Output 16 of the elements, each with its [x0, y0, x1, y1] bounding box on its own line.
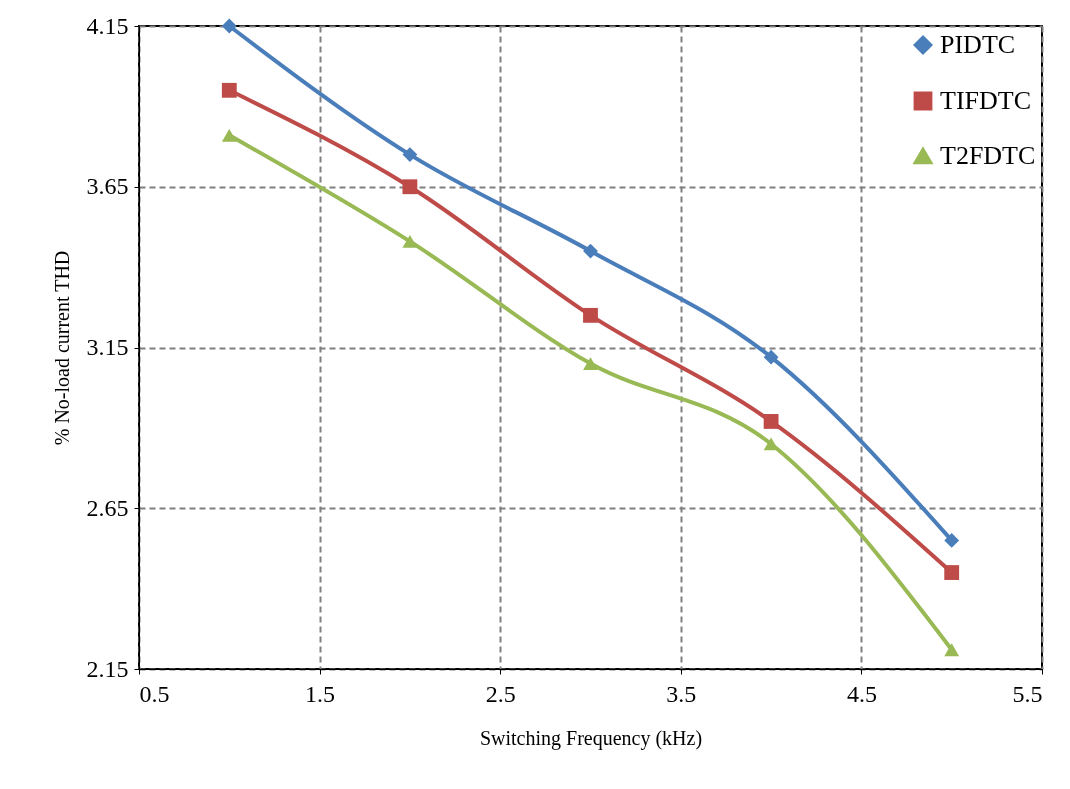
- y-tick-label: 4.15: [86, 12, 129, 39]
- y-tick-label: 2.65: [86, 494, 129, 521]
- legend-label: T2FDTC: [940, 141, 1036, 170]
- x-tick-label: 4.5: [846, 680, 877, 707]
- legend-label: PIDTC: [940, 30, 1016, 59]
- x-tick-label: 3.5: [666, 680, 697, 707]
- y-axis-title: % No-load current THD: [50, 250, 73, 446]
- y-tick-label: 3.15: [86, 334, 129, 360]
- x-tick-label: 0.5: [139, 680, 170, 707]
- x-axis-title: Switching Frequency (kHz): [479, 726, 703, 750]
- x-tick-label: 1.5: [305, 680, 336, 707]
- legend-label: TIFDTC: [940, 86, 1031, 115]
- y-tick-label: 2.15: [86, 655, 129, 682]
- x-tick-label: 2.5: [485, 680, 516, 707]
- y-tick-label: 3.65: [86, 173, 129, 200]
- x-tick-label: 5.5: [1012, 680, 1043, 707]
